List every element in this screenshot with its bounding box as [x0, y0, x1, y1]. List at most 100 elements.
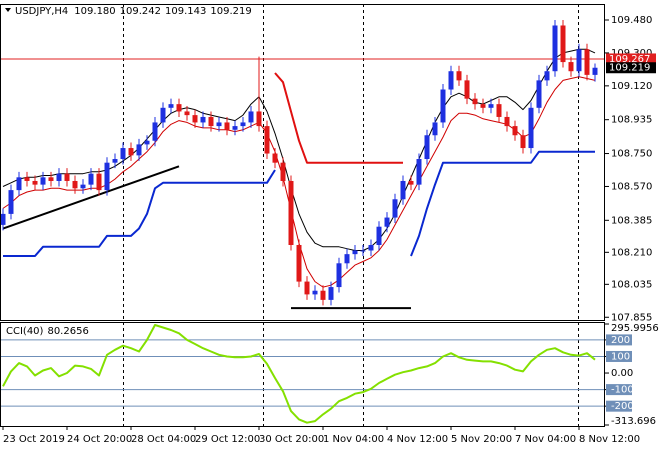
candle-body	[48, 177, 54, 181]
candle-body	[464, 80, 470, 99]
candle-body	[256, 111, 262, 127]
candle-body	[360, 250, 366, 252]
y-tick-label: 108.210	[611, 247, 652, 258]
candle-body	[152, 122, 158, 141]
candle-body	[512, 126, 518, 136]
x-tick-label: 5 Nov 20:00	[451, 434, 512, 445]
candle-body	[208, 116, 214, 127]
level-box	[606, 350, 632, 362]
candle-body	[168, 104, 174, 108]
y-tick-label: 200	[611, 335, 630, 346]
candle-body	[416, 159, 422, 185]
overlay-line	[3, 169, 276, 257]
candle-body	[392, 199, 398, 218]
y-tick-label: 109.120	[611, 81, 652, 92]
candle-body	[176, 104, 182, 112]
header-low: 109.143	[165, 6, 206, 17]
candle-body	[192, 115, 198, 123]
y-tick-label: -100	[611, 385, 634, 396]
y-tick-label: 0.00	[611, 368, 633, 379]
candle-body	[16, 177, 22, 191]
candle-body	[224, 122, 230, 130]
candle-body	[160, 107, 166, 123]
header-open: 109.180	[74, 6, 115, 17]
candle-body	[584, 49, 590, 75]
candle-body	[128, 148, 134, 156]
candle-body	[8, 190, 14, 214]
candle-body	[344, 254, 350, 264]
y-tick-label: -313.696	[611, 416, 656, 427]
candle-body	[120, 148, 126, 160]
candle-body	[272, 153, 278, 163]
candle-body	[576, 49, 582, 72]
candle-body	[328, 287, 334, 300]
x-tick-label: 7 Nov 04:00	[515, 434, 576, 445]
level-box	[606, 384, 632, 396]
candle-body	[0, 213, 6, 225]
y-tick-label: 109.300	[611, 48, 652, 59]
candle-body	[296, 245, 302, 282]
x-tick-label: 28 Oct 04:00	[131, 434, 196, 445]
candle-body	[184, 111, 190, 116]
candle-body	[112, 159, 118, 163]
level-box	[606, 334, 632, 346]
x-tick-label: 29 Oct 12:00	[195, 434, 260, 445]
overlay-line	[2, 48, 596, 251]
price-marker-label: 109.219	[609, 63, 650, 74]
y-tick-label: 108.035	[611, 279, 652, 290]
candle-body	[304, 281, 310, 295]
indicator-header: CCI(40) 80.2656	[6, 326, 89, 337]
level-box	[606, 400, 632, 412]
candle-body	[368, 245, 374, 251]
candle-body	[400, 180, 406, 200]
candle-body	[488, 104, 494, 108]
candle-body	[288, 180, 294, 245]
candle-body	[336, 263, 342, 288]
candle-body	[200, 116, 206, 123]
candle-body	[56, 173, 62, 181]
candle-body	[240, 122, 246, 127]
candle-body	[536, 80, 542, 108]
y-tick-label: 108.750	[611, 149, 652, 160]
candle-body	[544, 71, 550, 81]
overlay-line	[274, 72, 403, 164]
candle-body	[408, 180, 414, 185]
candle-body	[456, 71, 462, 81]
candle-body	[248, 111, 254, 123]
price-marker	[606, 62, 656, 74]
candle-body	[376, 226, 382, 245]
symbol: USDJPY,H4	[15, 6, 68, 17]
candle-body	[136, 144, 142, 156]
header-high: 109.242	[120, 6, 161, 17]
x-tick-label: 30 Oct 20:00	[259, 434, 324, 445]
candle-body	[424, 135, 430, 160]
candle-body	[352, 250, 358, 255]
price-marker-label: 109.267	[609, 54, 650, 65]
y-tick-label: -200	[611, 401, 634, 412]
candle-body	[504, 116, 510, 127]
x-tick-label: 8 Nov 12:00	[579, 434, 640, 445]
y-tick-label: 108.570	[611, 181, 652, 192]
x-tick-label: 1 Nov 04:00	[323, 434, 384, 445]
trendline	[2, 165, 180, 230]
candle-body	[496, 104, 502, 117]
candle-body	[528, 107, 534, 149]
y-tick-label: 100	[611, 351, 630, 362]
candle-body	[312, 290, 318, 295]
x-tick-label: 24 Oct 20:00	[67, 434, 132, 445]
y-tick-label: 108.935	[611, 115, 652, 126]
candle-body	[64, 173, 70, 181]
price-marker	[606, 53, 656, 65]
candle-body	[560, 25, 566, 63]
candle-body	[88, 173, 94, 185]
indicator-line	[2, 324, 596, 424]
y-tick-label: 295.9956	[611, 323, 659, 334]
candle-body	[72, 180, 78, 189]
candle-body	[40, 177, 46, 185]
candle-body	[520, 135, 526, 149]
candle-body	[480, 104, 486, 108]
candle-body	[264, 126, 270, 154]
candle-body	[280, 162, 286, 181]
